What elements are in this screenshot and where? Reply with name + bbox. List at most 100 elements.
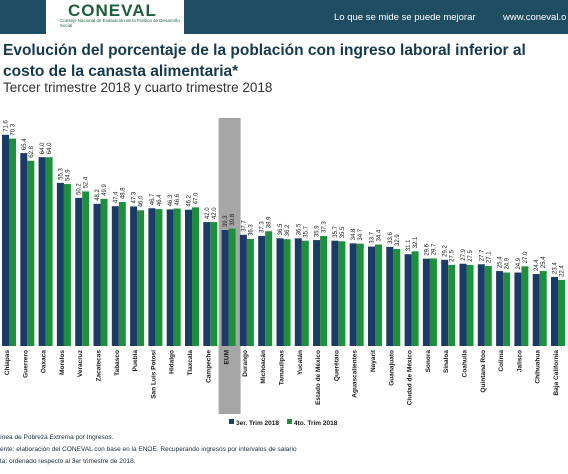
tick-label-cat-6: Tabasco <box>114 350 121 376</box>
bar-s2-cat-12 <box>228 228 236 346</box>
data-label-s2-cat-0: 70.3 <box>11 123 17 135</box>
data-label-s2-cat-3: 54.9 <box>65 169 71 181</box>
bar-s2-cat-5 <box>100 198 108 346</box>
slogan-text: Lo que se mide se puede mejorar <box>334 12 476 23</box>
data-label-s2-cat-2: 64.0 <box>47 142 53 154</box>
tick-label-cat-15: Tamaulipas <box>279 350 286 386</box>
bar-s2-cat-4 <box>82 191 90 346</box>
data-label-s1-cat-7: 47.3 <box>132 191 138 203</box>
tick-label-cat-2: Oaxaca <box>41 350 48 374</box>
coneval-logo[interactable]: CONEVAL Consejo Nacional de Evaluación d… <box>46 0 184 34</box>
data-label-s1-cat-30: 23.4 <box>553 262 559 274</box>
tick-label-cat-28: Jalisco <box>516 350 523 372</box>
tick-label-cat-26: Quintana Roo <box>480 350 487 393</box>
bar-s1-cat-28 <box>514 272 522 346</box>
data-label-s2-cat-30: 22.4 <box>560 265 566 277</box>
data-label-s2-cat-18: 35.5 <box>340 226 346 238</box>
bar-s1-cat-11 <box>203 222 211 346</box>
bar-s1-cat-1 <box>20 153 28 346</box>
data-label-s2-cat-17: 37.3 <box>322 221 328 233</box>
data-label-s1-cat-4: 50.2 <box>77 183 83 195</box>
tick-label-cat-29: Chihuahua <box>535 350 542 384</box>
tick-label-cat-30: Baja California <box>553 350 560 396</box>
tick-label-cat-3: Morelos <box>59 350 66 375</box>
data-label-s1-cat-28: 24.9 <box>516 257 522 269</box>
data-label-s2-cat-26: 27.1 <box>486 251 492 263</box>
data-label-s2-cat-7: 46.0 <box>139 195 145 207</box>
bar-s2-cat-13 <box>246 238 254 346</box>
bar-s2-cat-1 <box>27 160 35 346</box>
footnote-1: ínea de Pobreza Extrema por Ingresos. <box>0 434 114 441</box>
data-label-s2-cat-4: 52.4 <box>84 176 90 188</box>
bar-s1-cat-30 <box>551 276 558 346</box>
bar-s1-cat-25 <box>459 263 467 346</box>
tick-label-cat-18: Querétaro <box>333 350 340 381</box>
data-label-s2-cat-6: 48.8 <box>120 187 126 199</box>
footnote-2: ente: elaboración del CONEVAL con base e… <box>0 446 297 453</box>
website-link[interactable]: www.coneval.o <box>503 12 567 23</box>
data-label-s2-cat-13: 36.3 <box>248 224 254 236</box>
data-label-s2-cat-5: 49.9 <box>102 183 108 195</box>
tick-label-cat-4: Veracruz <box>77 349 84 377</box>
data-label-s1-cat-1: 65.4 <box>22 138 28 150</box>
bar-s1-cat-2 <box>38 157 46 346</box>
bar-s1-cat-10 <box>185 209 192 346</box>
data-label-s1-cat-20: 33.7 <box>370 231 376 243</box>
bar-s1-cat-27 <box>496 271 504 346</box>
tick-label-cat-23: Sonora <box>425 350 432 373</box>
data-label-s2-cat-24: 27.5 <box>450 250 456 262</box>
data-label-s1-cat-2: 64.0 <box>40 142 46 154</box>
tick-label-cat-0: Chiapas <box>4 350 11 376</box>
data-label-s1-cat-12: 39.3 <box>223 215 229 227</box>
data-label-s1-cat-27: 25.4 <box>498 256 504 268</box>
bar-s1-cat-7 <box>130 206 138 346</box>
data-label-s1-cat-15: 36.5 <box>278 223 284 235</box>
tick-label-cat-14: Michoacán <box>260 350 267 384</box>
bar-s2-cat-6 <box>118 202 126 346</box>
bar-s1-cat-6 <box>111 206 119 346</box>
data-label-s1-cat-8: 46.7 <box>150 193 156 205</box>
bar-s1-cat-12 <box>221 230 229 346</box>
data-label-s1-cat-14: 37.3 <box>260 221 266 233</box>
chart-title-line1: Evolución del porcentaje de la población… <box>3 42 526 59</box>
bar-s2-cat-9 <box>173 208 181 346</box>
data-label-s2-cat-22: 32.1 <box>413 236 419 248</box>
data-label-s2-cat-29: 25.4 <box>541 256 547 268</box>
data-label-s2-cat-21: 32.9 <box>395 234 401 246</box>
tick-label-cat-19: Aguascalientes <box>352 350 359 398</box>
data-label-s1-cat-22: 31.1 <box>406 239 412 251</box>
bar-s2-cat-11 <box>210 222 218 346</box>
data-label-s1-cat-0: 71.6 <box>4 119 10 131</box>
tick-label-cat-24: Sinaloa <box>443 350 450 374</box>
bar-s2-cat-3 <box>63 184 71 346</box>
bar-s2-cat-27 <box>503 272 511 346</box>
bar-s1-cat-22 <box>404 254 412 346</box>
bar-s1-cat-26 <box>477 264 485 346</box>
data-label-s1-cat-3: 55.3 <box>58 168 64 180</box>
data-label-s1-cat-19: 34.8 <box>351 228 357 240</box>
data-label-s2-cat-28: 27.0 <box>523 251 529 263</box>
bar-s2-cat-20 <box>375 244 382 346</box>
tick-label-cat-21: Guanajuato <box>388 350 395 386</box>
data-label-s1-cat-6: 47.4 <box>113 191 119 203</box>
data-label-s2-cat-20: 34.4 <box>377 229 383 241</box>
data-label-s2-cat-12: 39.8 <box>230 213 236 225</box>
chart-subtitle: Tercer trimestre 2018 y cuarto trimestre… <box>3 80 273 95</box>
data-label-s2-cat-27: 24.9 <box>505 257 511 269</box>
bar-s1-cat-23 <box>422 258 430 346</box>
footnote-3: ta: ordenado respecto al 3er trimestre d… <box>0 458 136 465</box>
data-label-s1-cat-5: 48.2 <box>95 188 101 200</box>
legend-swatch-s1 <box>229 419 234 424</box>
bar-s1-cat-0 <box>2 134 9 346</box>
bar-s2-cat-24 <box>448 264 456 346</box>
logo-subtitle: Consejo Nacional de Evaluación de la Pol… <box>60 18 180 28</box>
header-bar: CONEVAL Consejo Nacional de Evaluación d… <box>0 0 568 34</box>
footnotes: ínea de Pobreza Extrema por Ingresos. en… <box>0 432 297 468</box>
data-label-s2-cat-23: 29.7 <box>431 243 437 255</box>
bar-s1-cat-8 <box>148 208 156 346</box>
tick-label-cat-7: Puebla <box>132 350 139 372</box>
tick-label-cat-16: Yucatán <box>297 350 304 375</box>
data-label-s2-cat-14: 38.9 <box>267 216 273 228</box>
tick-label-cat-13: Durango <box>242 350 249 377</box>
legend-label-s1: 3er. Trim 2018 <box>236 420 279 427</box>
